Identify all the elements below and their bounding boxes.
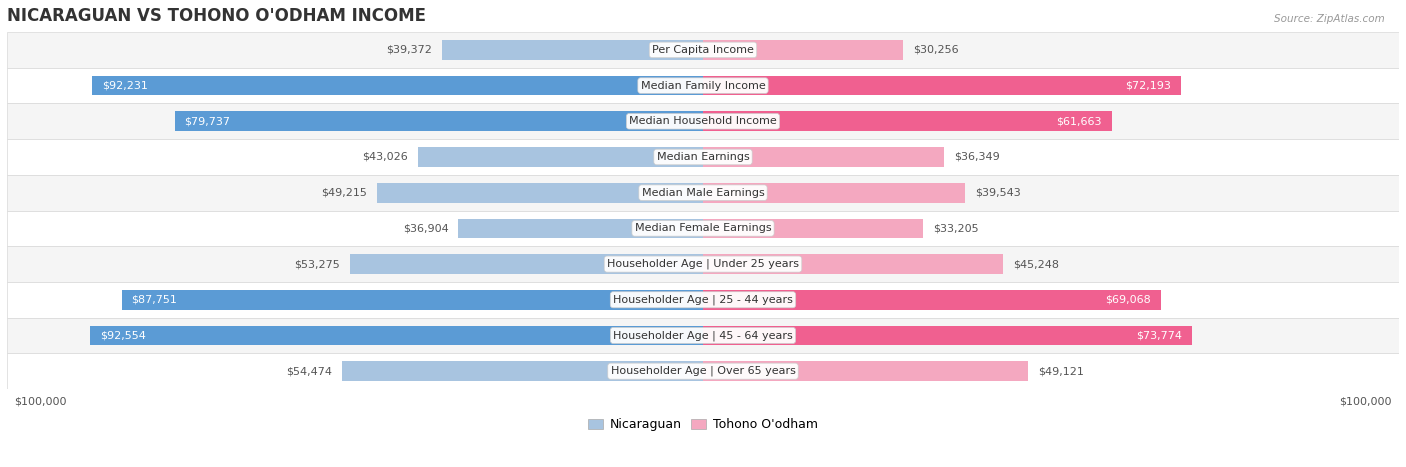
Bar	[703, 147, 943, 167]
Text: Median Female Earnings: Median Female Earnings	[634, 223, 772, 234]
Bar	[458, 219, 703, 238]
Bar	[7, 318, 1399, 354]
Text: $92,231: $92,231	[101, 81, 148, 91]
Text: $54,474: $54,474	[285, 366, 332, 376]
Text: $87,751: $87,751	[132, 295, 177, 305]
Text: NICARAGUAN VS TOHONO O'ODHAM INCOME: NICARAGUAN VS TOHONO O'ODHAM INCOME	[7, 7, 426, 25]
Text: Source: ZipAtlas.com: Source: ZipAtlas.com	[1274, 14, 1385, 24]
Bar	[7, 104, 1399, 139]
Text: Householder Age | 45 - 64 years: Householder Age | 45 - 64 years	[613, 330, 793, 341]
Text: Householder Age | Under 25 years: Householder Age | Under 25 years	[607, 259, 799, 269]
Text: Median Household Income: Median Household Income	[628, 116, 778, 126]
Bar	[703, 112, 1112, 131]
Text: $39,543: $39,543	[974, 188, 1021, 198]
Bar	[91, 76, 703, 95]
Text: $69,068: $69,068	[1105, 295, 1150, 305]
Bar	[350, 254, 703, 274]
Bar	[703, 183, 965, 203]
Bar	[7, 246, 1399, 282]
Bar	[342, 361, 703, 381]
Bar	[7, 354, 1399, 389]
Text: $49,215: $49,215	[321, 188, 367, 198]
Text: $33,205: $33,205	[934, 223, 979, 234]
Bar	[703, 40, 904, 60]
Bar	[703, 254, 1002, 274]
Bar	[7, 32, 1399, 68]
Bar	[7, 175, 1399, 211]
Text: $73,774: $73,774	[1136, 331, 1182, 340]
Text: Median Family Income: Median Family Income	[641, 81, 765, 91]
Bar	[703, 325, 1192, 345]
Text: $39,372: $39,372	[387, 45, 432, 55]
Text: $49,121: $49,121	[1039, 366, 1084, 376]
Bar	[703, 219, 922, 238]
Text: Median Male Earnings: Median Male Earnings	[641, 188, 765, 198]
Text: $61,663: $61,663	[1056, 116, 1102, 126]
Bar	[703, 361, 1028, 381]
Text: $79,737: $79,737	[184, 116, 231, 126]
Text: Per Capita Income: Per Capita Income	[652, 45, 754, 55]
Bar	[174, 112, 703, 131]
Text: Householder Age | 25 - 44 years: Householder Age | 25 - 44 years	[613, 295, 793, 305]
Text: $45,248: $45,248	[1012, 259, 1059, 269]
Bar	[7, 282, 1399, 318]
Bar	[7, 68, 1399, 104]
Bar	[90, 325, 703, 345]
Bar	[7, 211, 1399, 246]
Bar	[418, 147, 703, 167]
Text: $72,193: $72,193	[1126, 81, 1171, 91]
Text: Median Earnings: Median Earnings	[657, 152, 749, 162]
Text: Householder Age | Over 65 years: Householder Age | Over 65 years	[610, 366, 796, 376]
Bar	[121, 290, 703, 310]
Text: $36,904: $36,904	[402, 223, 449, 234]
Text: $36,349: $36,349	[953, 152, 1000, 162]
Text: $92,554: $92,554	[100, 331, 146, 340]
Bar	[7, 139, 1399, 175]
Bar	[441, 40, 703, 60]
Bar	[377, 183, 703, 203]
Text: $43,026: $43,026	[363, 152, 408, 162]
Legend: Nicaraguan, Tohono O'odham: Nicaraguan, Tohono O'odham	[583, 413, 823, 436]
Bar	[703, 290, 1161, 310]
Text: $30,256: $30,256	[914, 45, 959, 55]
Text: $53,275: $53,275	[294, 259, 340, 269]
Bar	[703, 76, 1181, 95]
